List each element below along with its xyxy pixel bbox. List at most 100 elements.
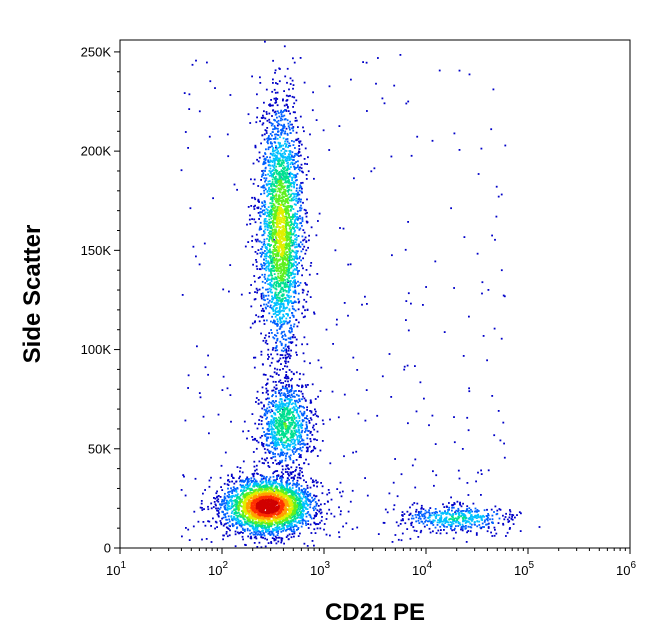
event-point (280, 133, 283, 136)
event-point (306, 211, 308, 214)
event-point (251, 246, 254, 248)
event-point (270, 269, 273, 271)
event-point (231, 496, 233, 499)
event-point (297, 168, 300, 171)
event-point (313, 428, 316, 431)
event-point (307, 495, 309, 497)
event-point (199, 396, 202, 399)
event-point (284, 275, 286, 278)
event-point (302, 229, 305, 231)
event-point (280, 407, 283, 410)
event-point (257, 524, 260, 526)
event-point (319, 527, 322, 530)
event-point (305, 524, 308, 526)
event-point (280, 537, 283, 539)
event-point (305, 493, 308, 495)
event-point (301, 516, 304, 519)
event-point (267, 542, 270, 544)
event-point (271, 178, 274, 181)
event-point (286, 480, 289, 483)
event-point (284, 441, 287, 444)
event-point (267, 393, 269, 396)
event-point (293, 241, 295, 244)
event-point (230, 487, 232, 490)
event-point (303, 81, 306, 84)
event-point (283, 444, 286, 447)
event-point (286, 365, 289, 368)
event-point (255, 529, 257, 532)
event-point (300, 515, 302, 517)
event-point (284, 395, 287, 398)
event-point (280, 185, 283, 187)
event-point (270, 185, 273, 188)
event-point (292, 316, 295, 318)
event-point (503, 295, 506, 298)
event-point (350, 78, 352, 81)
event-point (315, 504, 318, 507)
event-point (254, 524, 257, 527)
event-point (272, 251, 274, 253)
event-point (356, 526, 359, 529)
event-point (289, 338, 292, 340)
event-point (479, 526, 482, 529)
event-point (228, 290, 230, 293)
event-point (305, 215, 308, 218)
event-point (270, 361, 273, 364)
event-point (284, 362, 287, 365)
event-point (295, 351, 298, 354)
event-point (239, 467, 242, 469)
event-point (449, 517, 452, 520)
event-point (295, 459, 298, 461)
event-point (292, 226, 294, 229)
event-point (287, 473, 290, 475)
event-point (271, 213, 274, 216)
event-point (438, 69, 441, 72)
event-point (268, 250, 271, 252)
event-point (277, 430, 279, 433)
event-point (268, 312, 271, 315)
event-point (226, 483, 229, 486)
event-points (180, 40, 541, 549)
event-point (274, 182, 277, 184)
event-point (406, 510, 409, 513)
event-point (448, 518, 450, 521)
event-point (278, 523, 281, 525)
event-point (458, 477, 461, 480)
event-point (313, 494, 315, 497)
event-point (267, 265, 270, 268)
event-point (263, 101, 265, 104)
event-point (267, 206, 270, 208)
event-point (276, 169, 279, 172)
event-point (251, 240, 253, 242)
event-point (440, 518, 443, 520)
event-point (274, 440, 277, 443)
event-point (260, 401, 263, 404)
event-point (257, 530, 260, 532)
event-point (305, 300, 308, 303)
event-point (317, 220, 319, 222)
event-point (243, 530, 246, 533)
event-point (301, 191, 303, 194)
event-point (315, 515, 317, 517)
event-point (271, 90, 274, 93)
event-point (300, 449, 303, 452)
event-point (267, 160, 270, 163)
event-point (280, 471, 283, 474)
event-point (429, 514, 431, 517)
event-point (257, 160, 260, 163)
event-point (281, 282, 284, 285)
event-point (252, 474, 255, 477)
event-point (289, 83, 292, 85)
event-point (287, 395, 289, 397)
event-point (253, 542, 256, 544)
event-point (294, 234, 296, 237)
event-point (217, 498, 220, 501)
event-point (296, 172, 299, 175)
event-point (263, 408, 266, 411)
event-point (273, 172, 275, 174)
event-point (295, 253, 298, 256)
event-point (272, 347, 275, 349)
event-point (303, 158, 306, 160)
event-point (219, 506, 222, 509)
event-point (267, 427, 269, 430)
